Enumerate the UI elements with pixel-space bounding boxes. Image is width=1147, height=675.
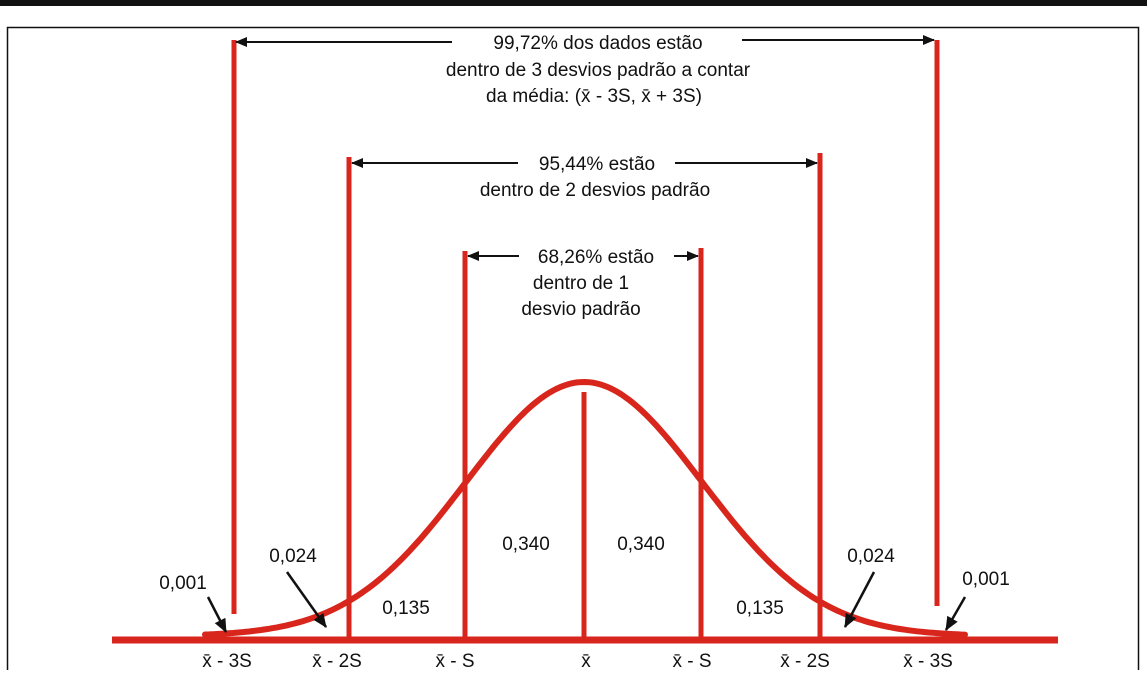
annotation-3s-line1: 99,72% dos dados estão: [493, 33, 702, 54]
annotation-2s-line2: dentro de 2 desvios padrão: [480, 180, 710, 201]
area-outer-right: 0,024: [847, 546, 895, 567]
axis-label-plus-3s: x̄ - 3S: [903, 651, 953, 670]
annotation-1s-line3: desvio padrão: [521, 299, 640, 320]
axis-label-plus-1s: x̄ - S: [672, 651, 711, 670]
annotation-1s-line1: 68,26% estão: [538, 247, 654, 268]
pointer-tail-right: [944, 596, 967, 631]
normal-curve: [202, 378, 968, 638]
annotation-3s-line3: da média: (x̄ - 3S, x̄ + 3S): [486, 86, 702, 107]
axis-label-minus-2s: x̄ - 2S: [312, 651, 362, 670]
annotation-2s-line1: 95,44% estão: [539, 154, 655, 175]
annotation-1s-line2: dentro de 1: [533, 273, 629, 294]
axis-label-mean: x̄: [581, 651, 591, 670]
area-tail-left: 0,001: [159, 573, 207, 594]
top-rule: [0, 0, 1147, 6]
pointer-tail-left: [206, 596, 228, 633]
area-outer-left: 0,024: [269, 546, 317, 567]
pointer-outer-right: [843, 571, 876, 628]
area-mid-left: 0,135: [382, 598, 430, 619]
axis-label-minus-3s: x̄ - 3S: [202, 651, 252, 670]
area-mid-right: 0,135: [736, 598, 784, 619]
axis-label-minus-1s: x̄ - S: [435, 651, 474, 670]
area-center-right: 0,340: [617, 534, 665, 555]
area-tail-right: 0,001: [962, 569, 1010, 590]
axis-label-plus-2s: x̄ - 2S: [780, 651, 830, 670]
area-center-left: 0,340: [502, 534, 550, 555]
figure-frame: [6, 26, 1140, 675]
annotation-3s-line2: dentro de 3 desvios padrão a contar: [446, 60, 751, 81]
pointer-outer-left: [285, 571, 328, 628]
